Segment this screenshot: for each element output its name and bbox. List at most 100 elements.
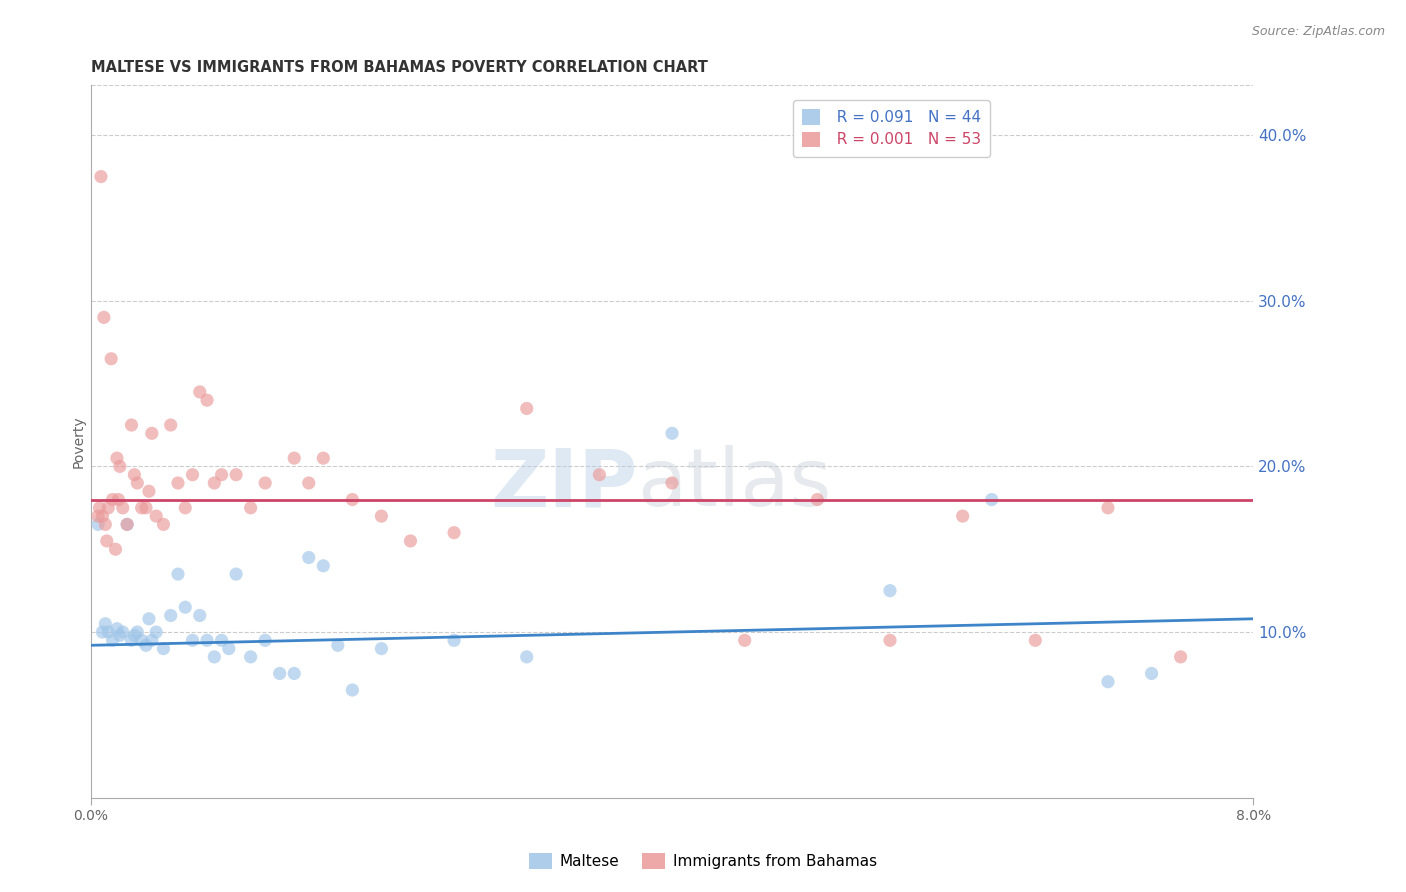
Point (181, 467, 204, 482)
Point (87, 509, 110, 524)
Point (1024, 633, 1046, 648)
Point (94, 517, 117, 532)
Point (138, 484, 160, 499)
Point (312, 451, 335, 466)
Point (218, 641, 240, 656)
Point (980, 492, 1002, 507)
Point (195, 393, 218, 408)
Point (87, 517, 110, 532)
Point (174, 500, 197, 515)
Point (105, 451, 128, 466)
Point (152, 641, 174, 656)
Point (1170, 649, 1192, 664)
Point (159, 608, 181, 623)
Point (101, 492, 124, 507)
Point (152, 517, 174, 532)
Point (1097, 674, 1119, 689)
Point (89, 500, 111, 515)
Point (111, 500, 134, 515)
Point (91, 625, 114, 640)
Point (138, 612, 160, 626)
Point (145, 509, 167, 524)
Point (239, 500, 262, 515)
Point (127, 625, 149, 640)
Point (370, 509, 392, 524)
Point (443, 633, 465, 648)
Point (283, 666, 305, 681)
Point (734, 633, 756, 648)
Point (135, 638, 157, 652)
Point (342, 683, 364, 698)
Point (254, 475, 277, 490)
Point (516, 401, 538, 416)
Point (298, 475, 321, 490)
Point (283, 451, 305, 466)
Point (188, 384, 211, 399)
Point (141, 633, 163, 648)
Point (588, 467, 610, 482)
Point (211, 467, 233, 482)
Point (107, 492, 129, 507)
Point (115, 517, 138, 532)
Point (1140, 666, 1163, 681)
Point (104, 542, 127, 557)
Point (254, 633, 277, 648)
Point (225, 567, 247, 582)
Point (97, 625, 120, 640)
Point (115, 517, 138, 532)
Point (879, 583, 901, 598)
Point (342, 492, 364, 507)
Point (121, 633, 143, 648)
Point (312, 558, 335, 573)
Point (121, 417, 143, 432)
Point (124, 467, 146, 482)
Point (181, 633, 204, 648)
Point (94, 616, 117, 631)
Point (202, 649, 225, 664)
Point (443, 525, 465, 540)
Point (131, 633, 153, 648)
Point (211, 633, 233, 648)
Point (188, 608, 211, 623)
Point (108, 628, 131, 642)
Point (101, 633, 124, 648)
Point (952, 509, 974, 524)
Point (97, 500, 120, 515)
Point (298, 550, 321, 565)
Point (131, 500, 153, 515)
Point (167, 475, 190, 490)
Point (100, 351, 122, 366)
Point (269, 666, 291, 681)
Point (141, 426, 163, 441)
Point (661, 426, 683, 441)
Text: MALTESE VS IMMIGRANTS FROM BAHAMAS POVERTY CORRELATION CHART: MALTESE VS IMMIGRANTS FROM BAHAMAS POVER… (91, 60, 707, 75)
Point (326, 638, 349, 652)
Text: ZIP: ZIP (489, 445, 637, 524)
Point (399, 533, 422, 548)
Point (202, 475, 225, 490)
Point (225, 467, 247, 482)
Legend: Maltese, Immigrants from Bahamas: Maltese, Immigrants from Bahamas (523, 847, 883, 875)
Point (105, 622, 128, 636)
Text: Source: ZipAtlas.com: Source: ZipAtlas.com (1251, 25, 1385, 38)
Legend:   R = 0.091   N = 44,   R = 0.001   N = 53: R = 0.091 N = 44, R = 0.001 N = 53 (793, 100, 990, 157)
Point (806, 492, 828, 507)
Point (90, 169, 112, 184)
Point (879, 633, 901, 648)
Text: atlas: atlas (637, 445, 831, 524)
Point (111, 625, 134, 640)
Point (96, 533, 118, 548)
Point (135, 500, 157, 515)
Point (370, 641, 392, 656)
Y-axis label: Poverty: Poverty (72, 416, 86, 468)
Point (195, 633, 218, 648)
Point (108, 459, 131, 474)
Point (167, 567, 190, 582)
Point (174, 600, 197, 615)
Point (91, 509, 114, 524)
Point (516, 649, 538, 664)
Point (239, 649, 262, 664)
Point (661, 475, 683, 490)
Point (124, 628, 146, 642)
Point (127, 475, 149, 490)
